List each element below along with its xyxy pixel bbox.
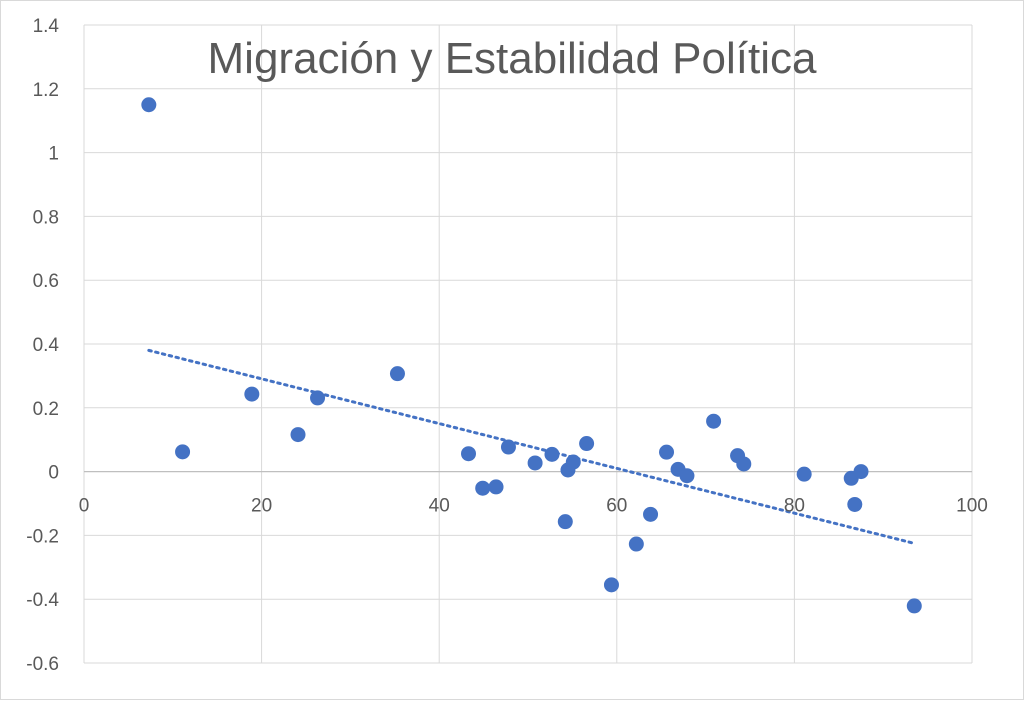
y-tick-label: -0.6 [26,654,59,675]
data-point [628,536,644,552]
tick-labels: -0.6 -0.4 -0.2 0 0.2 0.4 0.6 0.8 1 1.2 1.4 0 20 40 60 8… [26,16,988,675]
data-point [141,97,157,113]
y-tick-label: 1.2 [33,80,59,101]
data-point [603,577,619,593]
y-tick-label: 1 [48,144,59,165]
y-tick-label: 0.2 [33,399,59,420]
chart-title: Migración y Estabilidad Política [208,34,817,83]
data-point [527,455,543,471]
data-point [796,466,812,482]
data-point [659,444,675,460]
data-point [643,506,659,522]
data-point [175,444,191,460]
data-point [853,464,869,480]
x-tick-label: 0 [79,496,90,517]
y-tick-label: -0.4 [26,590,59,611]
gridlines [83,24,973,664]
x-tick-label: 40 [429,496,450,517]
x-tick-label: 80 [784,496,805,517]
data-point [906,598,922,614]
y-tick-label: -0.2 [26,526,59,547]
x-tick-label: 20 [251,496,272,517]
data-point [565,454,581,470]
data-point [679,468,695,484]
x-tick-label: 60 [606,496,627,517]
data-point [500,439,516,455]
y-tick-label: 0.8 [33,207,59,228]
y-tick-label: 0 [48,463,59,484]
data-point [244,386,260,402]
trendline-layer [147,348,916,545]
trendline [147,348,916,545]
data-point [389,366,405,382]
data-point [579,436,595,452]
data-point [706,413,722,429]
data-point [736,456,752,472]
data-points [141,97,922,614]
data-point [310,390,326,406]
y-tick-label: 1.4 [33,16,60,37]
data-point [847,496,863,512]
data-point [290,427,306,443]
data-point [461,446,477,462]
x-tick-label: 100 [956,496,988,517]
data-point [544,446,560,462]
data-point [557,514,573,530]
data-point [488,479,504,495]
y-tick-label: 0.4 [33,335,60,356]
y-tick-label: 0.6 [33,271,59,292]
data-point [475,480,491,496]
